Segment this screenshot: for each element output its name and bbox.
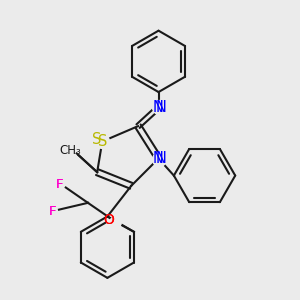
Text: F: F — [49, 205, 57, 218]
Text: O: O — [103, 213, 115, 227]
Text: F: F — [49, 205, 57, 218]
Text: F: F — [56, 178, 63, 190]
Text: N: N — [153, 151, 164, 166]
Text: N: N — [156, 151, 167, 166]
Text: CH₃: CH₃ — [59, 143, 81, 157]
Text: S: S — [98, 134, 107, 149]
Text: N: N — [153, 100, 164, 115]
Text: F: F — [56, 178, 63, 190]
Text: O: O — [103, 213, 115, 227]
Text: S: S — [92, 132, 102, 147]
Text: N: N — [156, 100, 167, 115]
